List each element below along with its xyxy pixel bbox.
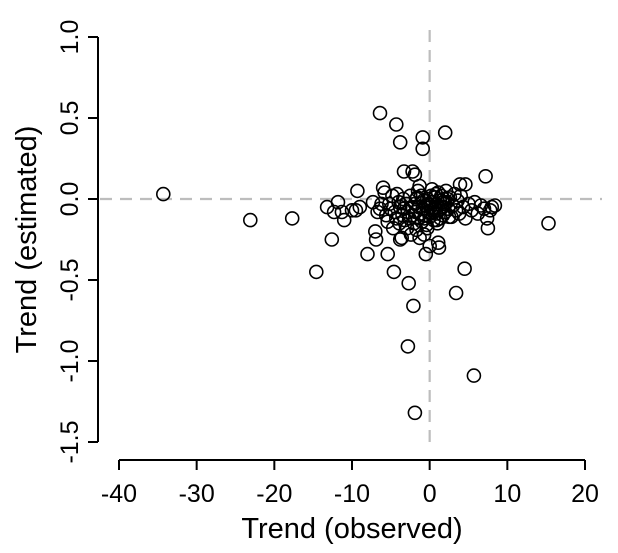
- data-point: [405, 164, 420, 179]
- data-point: [437, 125, 453, 140]
- data-point: [396, 164, 412, 179]
- data-point: [386, 264, 402, 280]
- y-tick-label: -1.5: [56, 420, 84, 463]
- data-points: [156, 105, 556, 421]
- data-point: [480, 220, 496, 236]
- data-point: [419, 220, 435, 236]
- x-axis-label: Trend (observed): [241, 513, 462, 545]
- data-point: [476, 201, 492, 216]
- x-tick-label: 0: [423, 480, 437, 508]
- data-point: [406, 298, 421, 314]
- data-point: [407, 405, 423, 421]
- y-tick-label: 1.0: [56, 20, 84, 55]
- data-point: [368, 232, 384, 247]
- y-tick-label: -0.5: [56, 258, 84, 301]
- data-point: [478, 169, 493, 184]
- data-point: [430, 235, 446, 250]
- data-point: [441, 209, 457, 225]
- data-point: [344, 203, 360, 218]
- data-point: [448, 285, 464, 301]
- data-point: [326, 204, 342, 220]
- data-point: [392, 135, 408, 150]
- data-point: [336, 212, 352, 228]
- data-point: [324, 232, 340, 247]
- data-point: [412, 230, 427, 246]
- data-point: [457, 261, 472, 277]
- x-axis-ticks: -40 -30 -20 -10 0 10 20: [101, 460, 599, 508]
- data-point: [372, 105, 388, 121]
- data-point: [415, 130, 431, 145]
- x-tick-label: -10: [334, 480, 370, 508]
- data-point: [541, 216, 556, 231]
- data-point: [380, 246, 396, 262]
- data-point: [243, 212, 258, 228]
- data-point: [484, 199, 500, 215]
- data-point: [466, 368, 482, 383]
- data-point: [330, 194, 346, 210]
- data-point: [392, 232, 408, 247]
- data-point: [458, 177, 473, 192]
- y-tick-label: 0.5: [56, 101, 84, 136]
- data-point: [350, 183, 365, 199]
- data-point: [367, 224, 383, 239]
- data-point: [418, 246, 434, 262]
- data-point: [473, 198, 489, 213]
- data-point: [452, 177, 468, 192]
- y-axis-ticks: -1.5 -1.0 -0.5 0.0 0.5 1.0: [56, 20, 98, 464]
- data-point: [284, 211, 300, 226]
- data-point: [422, 238, 438, 254]
- data-point: [435, 194, 451, 210]
- data-point: [431, 240, 447, 255]
- data-point: [440, 191, 455, 207]
- data-point: [415, 141, 431, 157]
- data-point: [360, 246, 375, 262]
- y-tick-label: -1.0: [56, 339, 84, 382]
- data-point: [401, 275, 417, 291]
- data-point: [348, 203, 364, 218]
- x-tick-label: 10: [493, 480, 521, 508]
- data-point: [352, 199, 368, 215]
- x-tick-label: -40: [101, 480, 137, 508]
- data-point: [156, 186, 171, 202]
- x-tick-label: 20: [571, 480, 599, 508]
- data-point: [334, 204, 350, 220]
- data-point: [370, 204, 385, 220]
- x-tick-label: -20: [256, 480, 292, 508]
- data-point: [432, 201, 448, 216]
- data-point: [308, 264, 324, 280]
- y-tick-label: 0.0: [56, 182, 84, 217]
- data-point: [416, 211, 432, 226]
- y-axis-label: Trend (estimated): [11, 126, 43, 354]
- data-point: [388, 117, 404, 132]
- x-tick-label: -30: [179, 480, 215, 508]
- data-point: [400, 339, 416, 354]
